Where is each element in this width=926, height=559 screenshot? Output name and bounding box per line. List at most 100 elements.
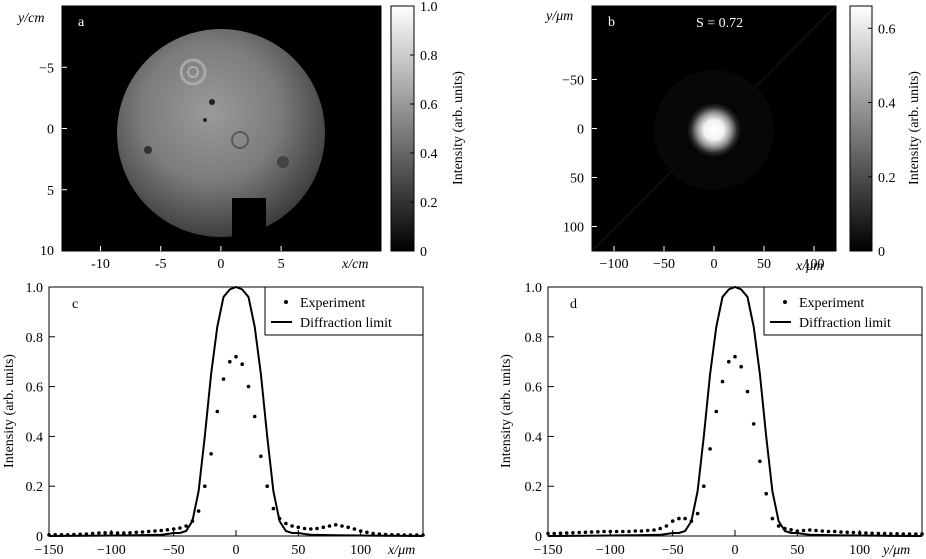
series-experiment-point bbox=[639, 529, 644, 533]
heatmap-a-ring bbox=[179, 58, 207, 86]
series-experiment-point bbox=[577, 530, 581, 535]
series-experiment-point bbox=[751, 422, 756, 426]
series-experiment-point bbox=[146, 529, 151, 534]
colorbar-a bbox=[390, 5, 415, 252]
axes-c-plot bbox=[47, 285, 425, 537]
series-experiment-point bbox=[652, 528, 656, 532]
axes-a-ytick-label: 10 bbox=[40, 244, 54, 259]
axes-c-ytick-label: 0.6 bbox=[26, 381, 44, 396]
legend-d-label-experiment: Experiment bbox=[799, 296, 864, 311]
series-experiment-point bbox=[614, 529, 619, 534]
series-experiment-point bbox=[670, 519, 675, 523]
colorbar-a-label: Intensity (arb. units) bbox=[451, 71, 466, 185]
panel-letter-a: a bbox=[78, 15, 85, 30]
series-experiment-point bbox=[907, 532, 912, 536]
axes-b-xtick-label: 100 bbox=[804, 257, 825, 272]
axes-a-xtick-label: -10 bbox=[91, 257, 110, 272]
series-experiment-point bbox=[196, 509, 201, 513]
series-experiment-point bbox=[695, 511, 700, 516]
series-experiment-point bbox=[876, 531, 881, 536]
axes-d-xtick-label: −50 bbox=[662, 543, 684, 558]
legend-c-label-experiment: Experiment bbox=[300, 296, 365, 311]
series-experiment-point bbox=[770, 516, 775, 521]
series-experiment-point bbox=[826, 529, 831, 534]
axes-b-xtick-label: 0 bbox=[711, 257, 718, 272]
series-experiment-point bbox=[882, 531, 887, 536]
colorbar-a-tick-label: 0 bbox=[420, 245, 427, 260]
axes-b-ytick-label: −50 bbox=[562, 74, 584, 89]
series-experiment-point bbox=[228, 359, 232, 364]
series-experiment-point bbox=[153, 529, 157, 533]
series-experiment-point bbox=[97, 531, 101, 535]
series-experiment-point bbox=[702, 484, 706, 489]
heatmap-b-spot bbox=[686, 102, 742, 158]
axes-b-xtick-label: −100 bbox=[600, 257, 629, 272]
axes-a-ytick-label: 5 bbox=[47, 184, 54, 199]
axes-c-ytick-label: 0 bbox=[36, 530, 43, 545]
axes-c-ytick-label: 0.8 bbox=[26, 331, 44, 346]
axes-a-xtick-label: 0 bbox=[217, 257, 224, 272]
panel-a: a -10 -5 0 5 10 −5 0 5 x/cm y/cm 0 0.2 0.4 0.6 0.8… bbox=[16, 0, 466, 272]
axes-b-xtick-label: −50 bbox=[653, 257, 675, 272]
series-experiment-point bbox=[683, 516, 687, 521]
series-diffraction-limit-line bbox=[48, 285, 424, 537]
series-experiment-point bbox=[708, 447, 712, 451]
series-experiment-point bbox=[832, 529, 837, 534]
series-experiment-point bbox=[309, 527, 313, 531]
legend-d-label-diffraction: Diffraction limit bbox=[799, 316, 891, 331]
axes-c-xlabel: x/μm bbox=[387, 543, 415, 558]
series-experiment-point bbox=[165, 528, 170, 532]
series-experiment-point bbox=[284, 521, 288, 526]
axes-c-xtick-label: 100 bbox=[350, 543, 371, 558]
axes-a-ytick-label: −5 bbox=[39, 61, 54, 76]
axes-d-xtick-label: −100 bbox=[596, 543, 625, 558]
series-experiment-point bbox=[184, 524, 188, 528]
series-experiment-point bbox=[234, 354, 238, 359]
series-experiment-point bbox=[789, 528, 793, 532]
series-experiment-point bbox=[839, 530, 843, 534]
strehl-annotation: S = 0.72 bbox=[696, 16, 743, 31]
series-experiment-point bbox=[265, 484, 270, 489]
heatmap-a-spot bbox=[209, 99, 215, 105]
axes-a-ytick-label: 0 bbox=[47, 123, 54, 138]
series-experiment-point bbox=[134, 530, 139, 535]
series-experiment-point bbox=[215, 409, 220, 414]
series-experiment-point bbox=[352, 527, 357, 531]
series-experiment-point bbox=[296, 525, 301, 530]
axes-b-ytick-label: 0 bbox=[577, 123, 584, 138]
axes-b-ylabel: y/μm bbox=[544, 9, 573, 24]
series-experiment-point bbox=[870, 531, 874, 536]
axes-c-yticks: 0 0.2 0.4 0.6 0.8 1.0 bbox=[26, 281, 55, 545]
series-experiment-point bbox=[140, 530, 145, 534]
series-experiment-point bbox=[252, 414, 257, 419]
axes-d-xlabel: y/μm bbox=[881, 543, 910, 558]
axes-d-xticks: −150 −100 −50 0 50 100 bbox=[534, 530, 870, 558]
series-experiment-point bbox=[720, 379, 725, 384]
series-experiment-point bbox=[764, 491, 768, 496]
series-experiment-point bbox=[583, 530, 588, 535]
series-experiment-point bbox=[714, 409, 719, 414]
legend-c-marker-experiment bbox=[284, 300, 288, 304]
legend-c: Experiment Diffraction limit bbox=[264, 286, 424, 336]
axes-d-xtick-label: 0 bbox=[732, 543, 739, 558]
series-experiment-point bbox=[627, 529, 631, 534]
panel-d: d −150 −100 −50 0 50 100 0 0.2 0.4 0.6 0.8 1.0 y/μ… bbox=[499, 281, 924, 558]
axes-a-xtick-label: -5 bbox=[155, 257, 167, 272]
series-experiment-point bbox=[645, 528, 650, 533]
series-experiment-point bbox=[302, 526, 307, 531]
heatmap-a-spot bbox=[277, 156, 289, 168]
legend-d-marker-experiment bbox=[783, 300, 787, 304]
series-experiment-point bbox=[758, 459, 762, 464]
axes-c-ytick-label: 0.4 bbox=[26, 430, 44, 445]
panel-letter-c: c bbox=[72, 297, 78, 312]
axes-a-xlabel: x/cm bbox=[341, 257, 368, 272]
series-experiment-point bbox=[246, 384, 251, 389]
series-experiment-point bbox=[602, 529, 606, 534]
colorbar-b bbox=[849, 5, 873, 252]
series-experiment-point bbox=[122, 531, 126, 535]
series-experiment-point bbox=[820, 529, 825, 533]
series-experiment-point bbox=[371, 531, 375, 536]
series-experiment-point bbox=[889, 532, 893, 536]
series-experiment-point bbox=[739, 364, 743, 369]
